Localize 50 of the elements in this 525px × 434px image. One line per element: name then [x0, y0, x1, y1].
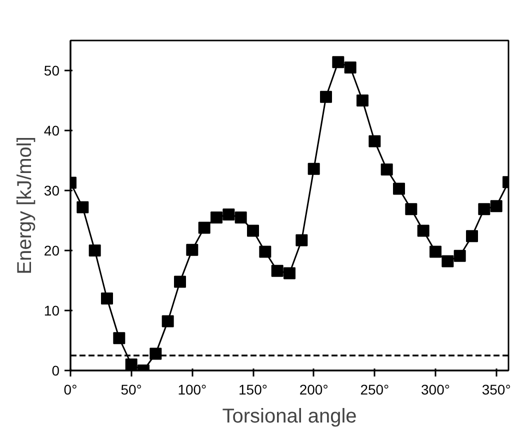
point: [405, 203, 418, 216]
point: [174, 276, 186, 288]
point: [234, 212, 247, 224]
point: [284, 267, 296, 280]
point: [162, 315, 174, 328]
point: [356, 94, 368, 106]
point: [417, 224, 430, 237]
point: [150, 348, 162, 360]
x-tick-label: 250°: [360, 382, 390, 398]
point: [344, 62, 356, 74]
point: [320, 90, 332, 103]
point: [101, 292, 113, 304]
point: [88, 244, 101, 256]
point: [478, 203, 490, 216]
point: [380, 164, 393, 176]
point: [247, 224, 259, 237]
point: [76, 201, 89, 214]
point: [198, 222, 210, 234]
y-tick-label: 20: [44, 242, 60, 258]
point: [259, 246, 272, 258]
point: [210, 212, 222, 224]
y-tick-label: 0: [52, 362, 60, 378]
x-tick-label: 150°: [238, 382, 268, 398]
point: [442, 255, 454, 268]
point: [271, 264, 284, 277]
x-tick-label: 0°: [64, 382, 78, 398]
x-tick-label: 100°: [178, 382, 207, 398]
y-axis-title: Energy [kJ/mol]: [14, 136, 36, 274]
point: [466, 230, 478, 242]
y-tick-label: 50: [44, 62, 60, 78]
point: [393, 182, 405, 195]
y-tick-label: 40: [44, 122, 60, 138]
point: [113, 332, 126, 344]
x-tick-label: 300°: [421, 382, 450, 398]
point: [125, 358, 138, 370]
x-tick-label: 200°: [299, 382, 328, 398]
y-tick-label: 30: [44, 182, 60, 198]
point: [332, 56, 344, 68]
point: [368, 135, 381, 148]
point: [296, 234, 308, 246]
y-tick-label: 10: [44, 302, 60, 318]
point: [308, 162, 320, 175]
point: [430, 246, 442, 258]
x-tick-label: 50°: [120, 382, 142, 398]
point: [222, 208, 235, 220]
point: [490, 200, 502, 212]
point: [454, 250, 466, 262]
x-axis-title: Torsional angle: [222, 406, 357, 428]
x-tick-label: 350°: [482, 382, 511, 398]
point: [186, 244, 198, 256]
